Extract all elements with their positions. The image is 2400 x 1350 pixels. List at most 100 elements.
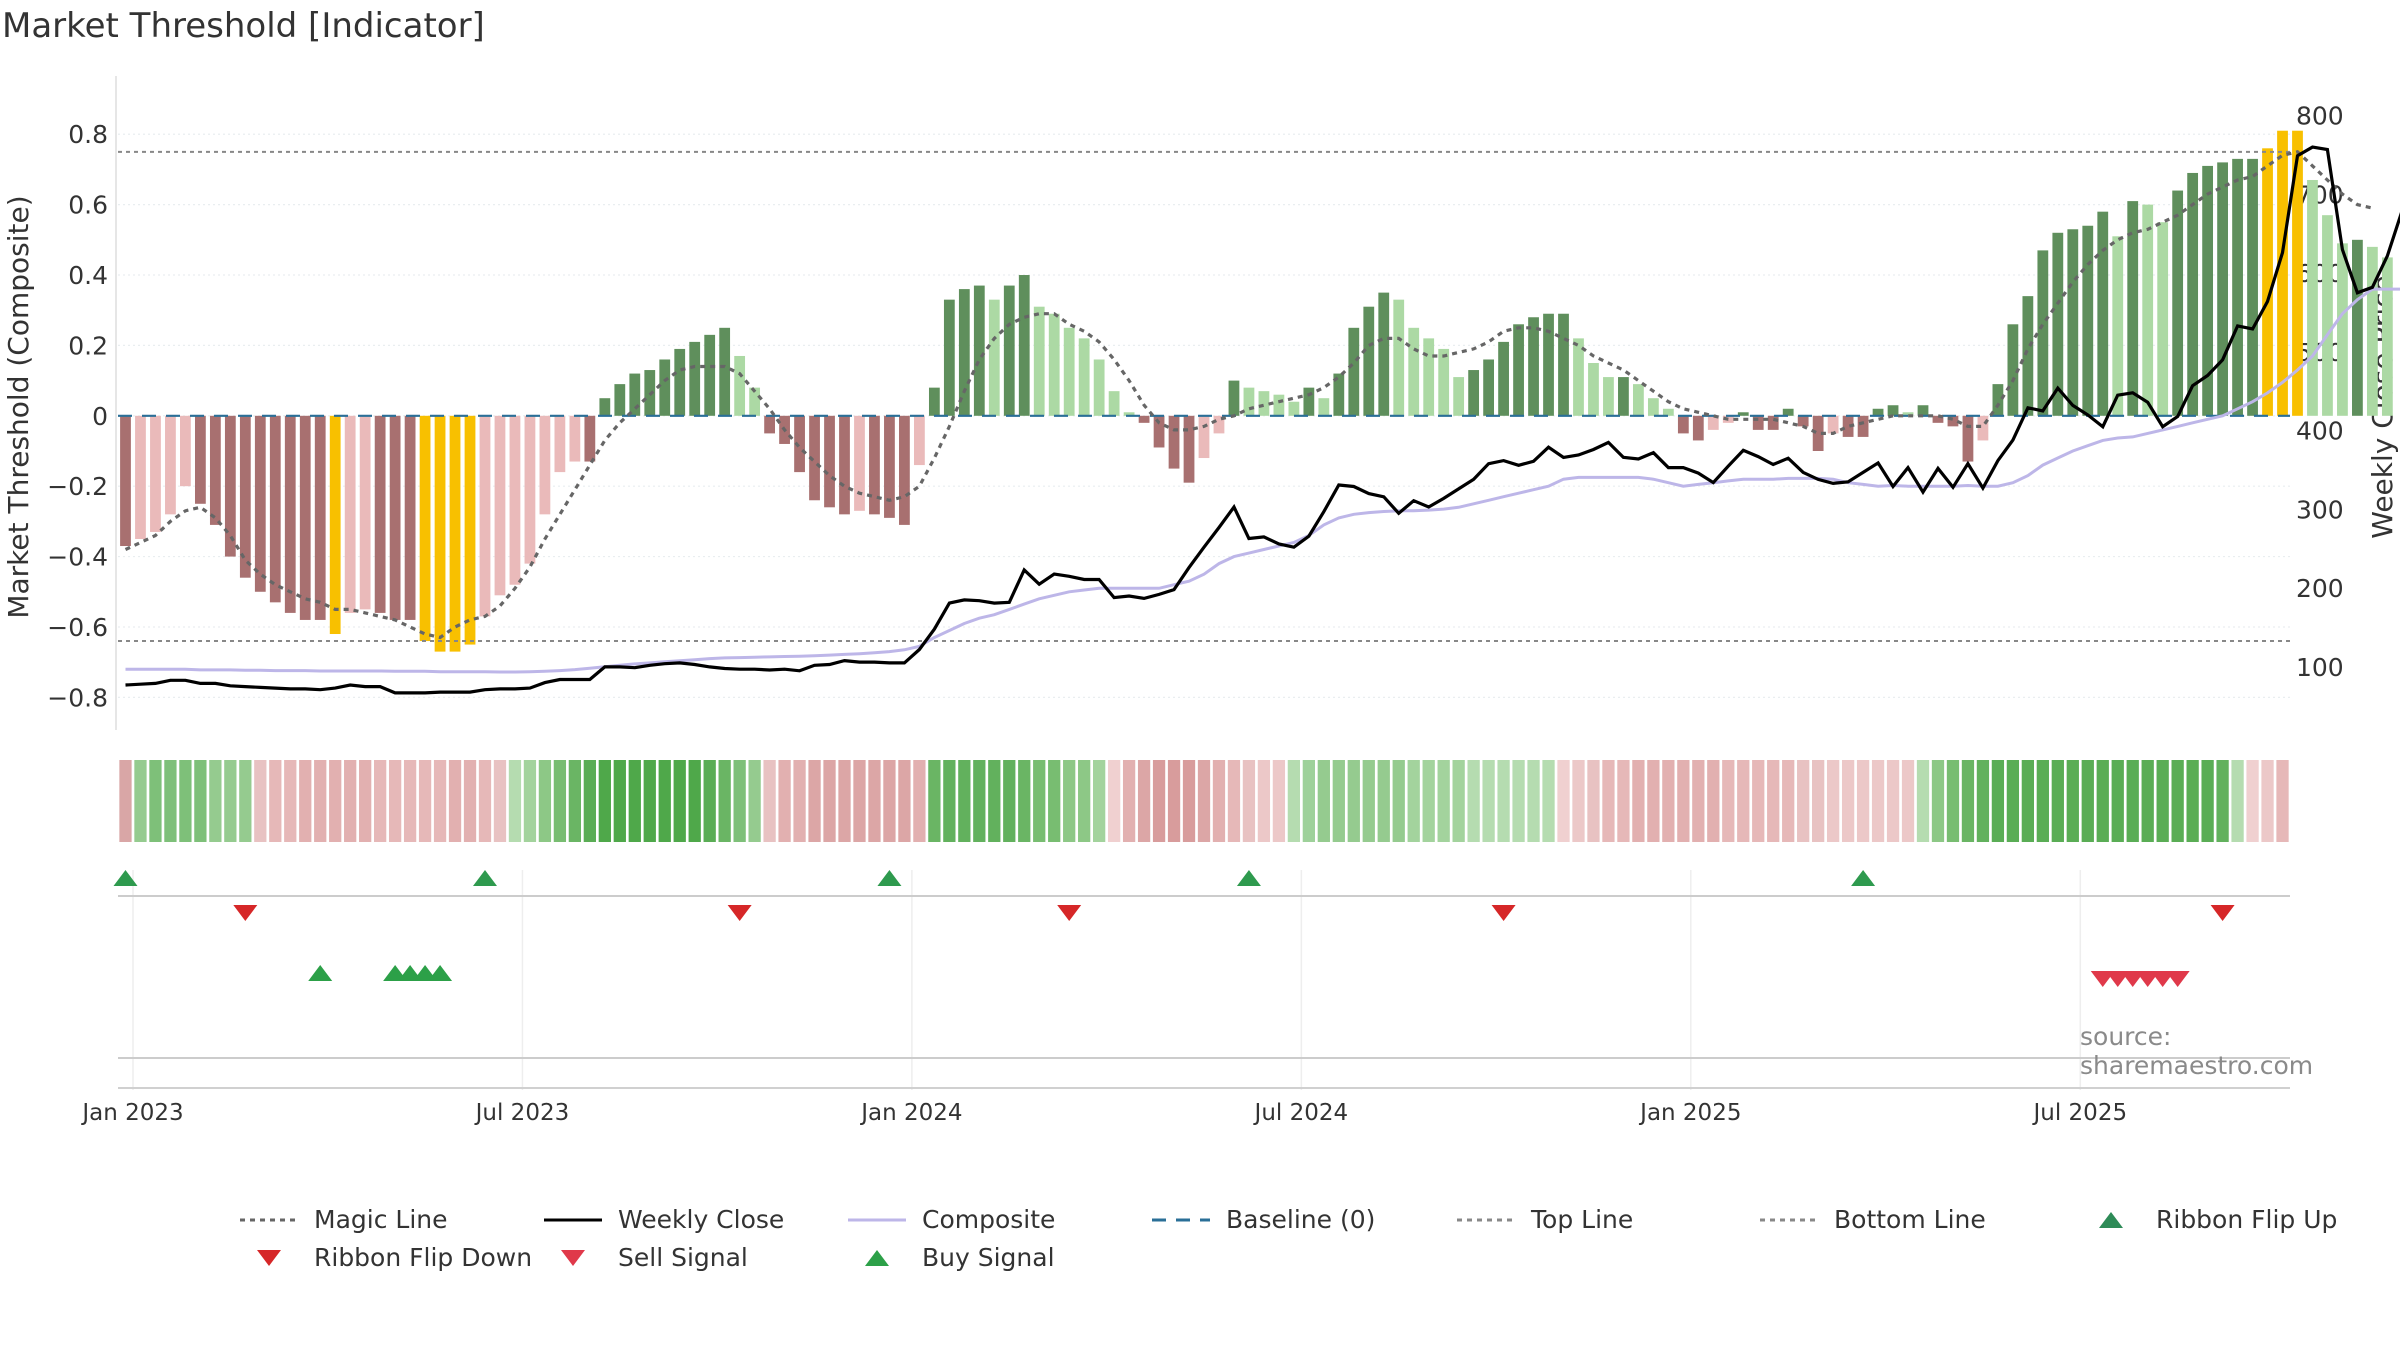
ribbon-cell	[2126, 760, 2139, 842]
ribbon-cell	[973, 760, 986, 842]
threshold-bar	[1168, 415, 1180, 469]
threshold-bar	[2202, 165, 2214, 416]
ribbon-cell	[134, 760, 147, 842]
threshold-bar	[1318, 398, 1330, 416]
threshold-bar	[749, 387, 761, 416]
threshold-bar	[1662, 408, 1674, 416]
ribbon-cell	[1527, 760, 1540, 842]
ribbon-cell	[1122, 760, 1136, 842]
ribbon-cell	[613, 760, 626, 842]
threshold-bar	[239, 415, 251, 578]
threshold-bar	[734, 355, 746, 416]
threshold-bar	[2232, 158, 2243, 416]
y-tick-label: 0.4	[68, 261, 108, 290]
ribbon-cell	[149, 760, 162, 842]
ribbon-cell	[2096, 760, 2109, 842]
legend-label: Sell Signal	[618, 1243, 748, 1272]
legend-swatch	[1455, 1210, 1517, 1230]
threshold-bar	[1513, 324, 1524, 416]
ribbon-cell	[643, 760, 656, 842]
threshold-bar	[1033, 306, 1045, 416]
y2-tick-label: 500	[2296, 338, 2344, 367]
ribbon-cell	[1407, 760, 1420, 842]
threshold-bar	[2037, 250, 2049, 416]
y-tick-label: −0.2	[47, 472, 108, 501]
ribbon-cell	[314, 760, 327, 842]
threshold-bar	[1588, 363, 1599, 416]
threshold-bar	[1078, 338, 1090, 416]
threshold-bar	[359, 415, 371, 610]
ribbon-flip-down-marker	[1491, 905, 1516, 921]
source-credit: source: sharemaestro.com	[2080, 1022, 2314, 1080]
threshold-bar	[1498, 341, 1509, 416]
threshold-bar	[254, 415, 266, 592]
threshold-bar	[1093, 359, 1105, 416]
ribbon-cell	[1152, 760, 1166, 842]
threshold-bar	[494, 415, 506, 596]
ribbon-cell	[1093, 760, 1106, 842]
ribbon-flip-up-marker	[1851, 870, 1876, 886]
ribbon-cell	[1826, 760, 1840, 842]
threshold-bar	[1782, 408, 1794, 416]
threshold-bar	[1528, 317, 1539, 416]
ribbon-cell	[1602, 760, 1615, 842]
threshold-bar	[1378, 292, 1390, 416]
ribbon-cell	[344, 760, 357, 842]
threshold-bar	[1543, 313, 1554, 416]
sell-signal-marker	[2165, 971, 2190, 987]
ribbon-cell	[284, 760, 297, 842]
y-tick-label: 0.8	[68, 120, 108, 149]
ribbon-cell	[329, 760, 342, 842]
ribbon-cell	[1272, 760, 1286, 842]
threshold-bar	[1258, 391, 1270, 416]
ribbon-cell	[913, 760, 926, 842]
ribbon-cell	[703, 760, 716, 842]
threshold-bar	[389, 415, 401, 620]
ribbon-flip-down-marker	[727, 905, 752, 921]
ribbon-cell	[418, 760, 432, 842]
threshold-bar	[854, 415, 865, 511]
ribbon-cell	[1257, 760, 1271, 842]
ribbon-cell	[1347, 760, 1360, 842]
magic-line	[124, 150, 2373, 640]
ribbon-cell	[1392, 760, 1405, 842]
legend-swatch	[1758, 1210, 1820, 1230]
threshold-bar	[2292, 130, 2303, 416]
ribbon-cell	[1048, 760, 1061, 842]
ribbon-cell	[254, 760, 267, 842]
legend-label: Weekly Close	[618, 1205, 785, 1234]
threshold-bar	[958, 289, 970, 416]
threshold-bar	[2052, 232, 2064, 416]
ribbon-cell	[433, 760, 447, 842]
threshold-bar	[884, 415, 895, 518]
threshold-bar	[943, 299, 955, 416]
threshold-bar	[135, 415, 146, 539]
legend-swatch	[238, 1248, 300, 1268]
threshold-bar	[1483, 359, 1494, 416]
buy-signal-marker	[308, 965, 333, 981]
threshold-bar	[2262, 148, 2273, 416]
threshold-bar	[449, 415, 461, 652]
ribbon-cell	[568, 760, 582, 842]
y2-tick-label: 200	[2296, 574, 2344, 603]
threshold-bar	[464, 415, 476, 645]
legend-swatch	[542, 1210, 604, 1230]
ribbon-cell	[239, 760, 252, 842]
y-tick-label: 0.6	[68, 191, 108, 220]
threshold-bar	[1273, 394, 1285, 416]
ribbon-cell	[1287, 760, 1301, 842]
threshold-bar	[2082, 225, 2094, 416]
ribbon-cell	[1467, 760, 1480, 842]
threshold-bar	[1977, 415, 1989, 441]
ribbon-cell	[1137, 760, 1151, 842]
threshold-bar	[914, 415, 925, 466]
threshold-bar	[329, 415, 341, 635]
ribbon-cell	[1182, 760, 1196, 842]
ribbon-cell	[493, 760, 507, 842]
legend-label: Magic Line	[314, 1205, 448, 1234]
threshold-bar	[1932, 415, 1944, 423]
legend-label: Buy Signal	[922, 1243, 1055, 1272]
threshold-bar	[1153, 415, 1165, 448]
ribbon-cell	[1976, 760, 1990, 842]
